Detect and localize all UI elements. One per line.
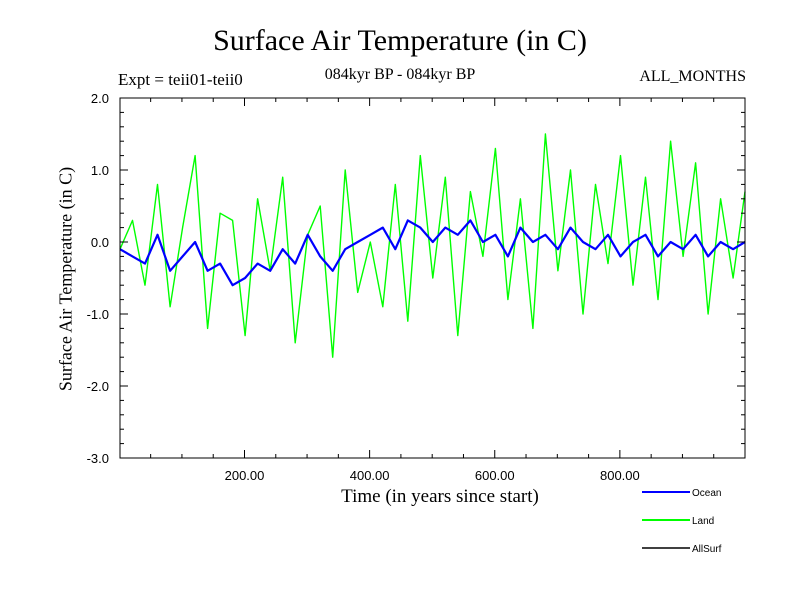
- y-tick-label: 1.0: [91, 163, 109, 178]
- period-label: 084kyr BP - 084kyr BP: [324, 66, 476, 83]
- y-tick-label: 0.0: [91, 235, 109, 250]
- legend-label-ocean: Ocean: [692, 488, 721, 499]
- x-tick-label: 800.00: [600, 468, 640, 483]
- y-tick-label: -1.0: [87, 307, 109, 322]
- legend-label-land: Land: [692, 516, 714, 527]
- y-tick-label: -2.0: [87, 379, 109, 394]
- series-line-land: [119, 133, 746, 358]
- series-line-ocean: [119, 219, 746, 287]
- months-label: ALL_MONTHS: [639, 68, 746, 85]
- y-tick-label: -3.0: [87, 451, 109, 466]
- x-tick-label: 400.00: [350, 468, 390, 483]
- x-tick-label: 200.00: [225, 468, 265, 483]
- expt-label: Expt = teii01-teii0: [118, 70, 243, 89]
- legend-label-allsurf: AllSurf: [692, 544, 722, 555]
- series-layer: [119, 133, 746, 358]
- x-tick-label: 600.00: [475, 468, 515, 483]
- x-axis-label: Time (in years since start): [341, 486, 539, 507]
- axes-layer: 2.0 1.0 0.0 -1.0 -2.0 -3.0 200.00 400.00 600.00 8…: [87, 91, 746, 483]
- legend: Ocean Land AllSurf: [642, 488, 722, 555]
- y-tick-label: 2.0: [91, 91, 109, 106]
- chart-title: Surface Air Temperature (in C): [213, 24, 587, 57]
